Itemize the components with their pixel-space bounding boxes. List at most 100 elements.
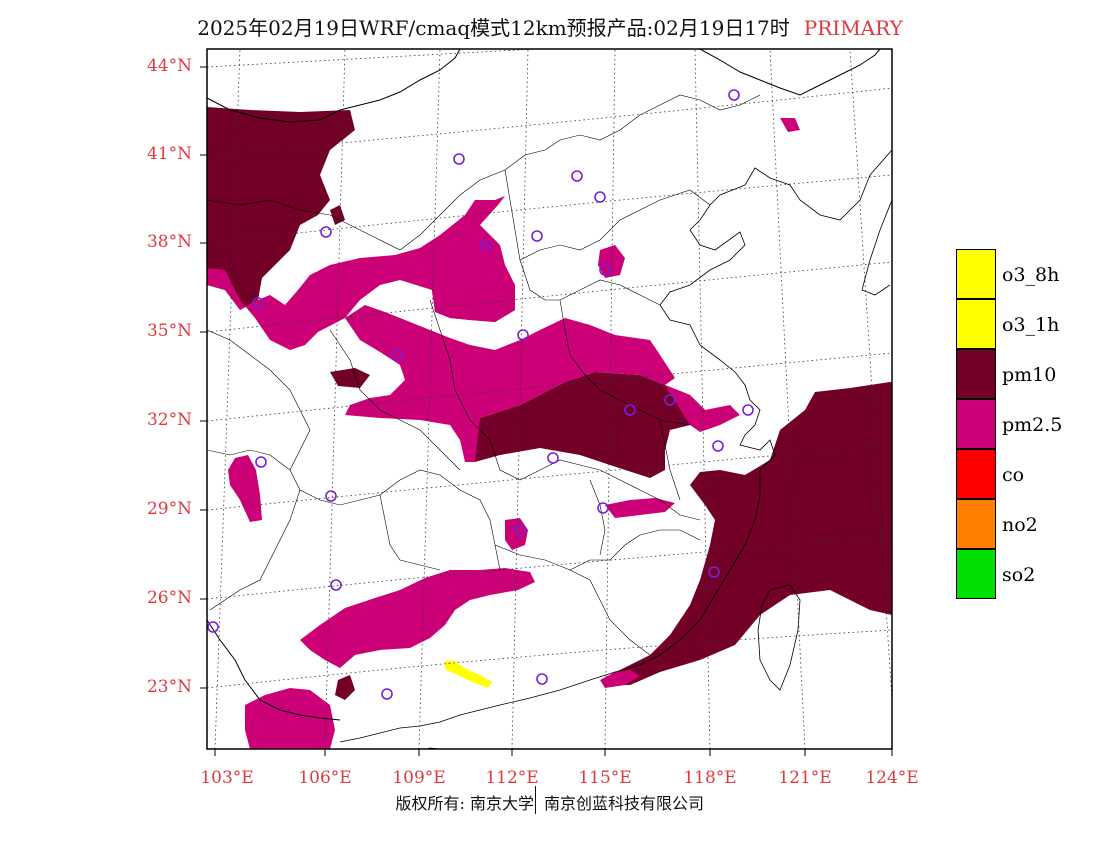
lat-label: 41°N xyxy=(146,144,192,164)
station-marker xyxy=(708,566,720,578)
coastline xyxy=(339,149,892,743)
pm25-region-jiangxi xyxy=(605,498,675,518)
map-title-main: 2025年02月19日WRF/cmaq模式12km预报产品:02月19日17时 xyxy=(197,16,790,40)
graticule-lon-124 xyxy=(849,49,892,701)
legend-label: so2 xyxy=(1002,564,1036,586)
lat-label: 23°N xyxy=(146,677,192,697)
korea-outline xyxy=(861,199,892,296)
station-marker xyxy=(330,579,342,591)
graticule-lat-32 xyxy=(207,352,892,422)
lon-label: 106°E xyxy=(298,768,352,788)
graticule-lat-26 xyxy=(207,536,892,600)
lon-label: 112°E xyxy=(485,768,539,788)
lat-label: 44°N xyxy=(146,56,192,76)
station-marker xyxy=(536,673,548,685)
lon-label: 103°E xyxy=(200,768,254,788)
hainan-outline xyxy=(426,747,445,749)
lat-label: 35°N xyxy=(146,321,192,341)
graticule-lat-29 xyxy=(207,444,892,511)
lon-label: 121°E xyxy=(778,768,832,788)
legend-swatch xyxy=(956,249,996,299)
legend-label: no2 xyxy=(1002,514,1038,536)
station-marker xyxy=(664,394,676,406)
legend-label: o3_8h xyxy=(1002,264,1060,286)
station-marker xyxy=(207,621,219,633)
station-marker xyxy=(597,502,609,514)
station-marker xyxy=(320,226,332,238)
station-markers xyxy=(207,89,754,700)
graticule xyxy=(207,49,892,749)
axis-ticks xyxy=(200,66,893,756)
footer-divider xyxy=(535,786,536,814)
map-area xyxy=(207,49,892,749)
lon-label: 115°E xyxy=(578,768,632,788)
lat-label: 29°N xyxy=(146,499,192,519)
station-marker xyxy=(594,191,606,203)
pm25-region-central-band xyxy=(207,196,515,350)
lat-label: 32°N xyxy=(146,410,192,430)
taiwan-outline xyxy=(757,584,801,691)
legend-label: pm2.5 xyxy=(1002,414,1063,436)
province-borders xyxy=(207,94,761,656)
pm25-region-guangdong-coast xyxy=(600,670,640,688)
legend-label: o3_1h xyxy=(1002,314,1060,336)
graticule-lon-121 xyxy=(769,49,806,749)
o3-region-pearl-river xyxy=(444,660,492,688)
legend-swatch xyxy=(956,349,996,399)
graticule-lat-23 xyxy=(207,629,892,689)
station-marker xyxy=(517,329,529,341)
copyright-text: 版权所有: 南京大学 xyxy=(395,794,534,813)
pm10-region-north-patch xyxy=(330,205,345,225)
map-frame xyxy=(206,48,893,750)
pm25-region-northeast xyxy=(780,118,800,132)
station-marker xyxy=(624,404,636,416)
pm25-region-yunnan-strip xyxy=(228,455,262,522)
station-marker xyxy=(728,89,740,101)
legend-swatch xyxy=(956,299,996,349)
station-marker xyxy=(742,404,754,416)
o3-regions xyxy=(444,660,492,688)
boundaries xyxy=(207,49,892,749)
pm25-region-south-belt xyxy=(300,568,535,668)
legend-swatch xyxy=(956,549,996,599)
lon-label: 109°E xyxy=(392,768,446,788)
pm25-region-shandong xyxy=(598,245,625,278)
station-marker xyxy=(252,297,264,309)
station-marker xyxy=(571,170,583,182)
lat-label: 26°N xyxy=(146,588,192,608)
lat-label: 38°N xyxy=(146,232,192,252)
lon-label: 118°E xyxy=(683,768,737,788)
legend-label: pm10 xyxy=(1002,364,1057,386)
graticule-lat-41 xyxy=(207,87,892,156)
pm10-region-northwest xyxy=(207,107,355,310)
pm10-region-central-east xyxy=(465,372,705,478)
legend-swatch xyxy=(956,399,996,449)
pm25-region-loess xyxy=(345,305,675,462)
lon-label: 124°E xyxy=(865,768,919,788)
station-marker xyxy=(325,490,337,502)
pm25-regions xyxy=(207,118,800,749)
pm10-regions xyxy=(207,107,892,700)
legend-label: co xyxy=(1002,464,1025,486)
station-marker xyxy=(514,524,526,536)
station-marker xyxy=(381,688,393,700)
station-marker xyxy=(480,239,492,251)
station-marker xyxy=(547,452,559,464)
graticule-lat-35 xyxy=(207,261,892,333)
national-border xyxy=(207,49,881,721)
pm25-region-huai xyxy=(665,385,740,432)
pm10-region-south-small xyxy=(335,675,355,700)
map-title: 2025年02月19日WRF/cmaq模式12km预报产品:02月19日17时 P… xyxy=(0,12,1100,41)
graticule-lat-38 xyxy=(207,174,892,244)
pm10-region-west-strip xyxy=(330,368,370,388)
station-marker xyxy=(599,264,611,276)
map-title-tag: PRIMARY xyxy=(803,16,903,40)
station-marker xyxy=(531,230,543,242)
legend-swatch xyxy=(956,499,996,549)
station-marker xyxy=(712,440,724,452)
pm10-region-southeast-coast xyxy=(605,382,892,685)
station-marker xyxy=(453,153,465,165)
legend-swatch xyxy=(956,449,996,499)
station-marker xyxy=(391,349,403,361)
